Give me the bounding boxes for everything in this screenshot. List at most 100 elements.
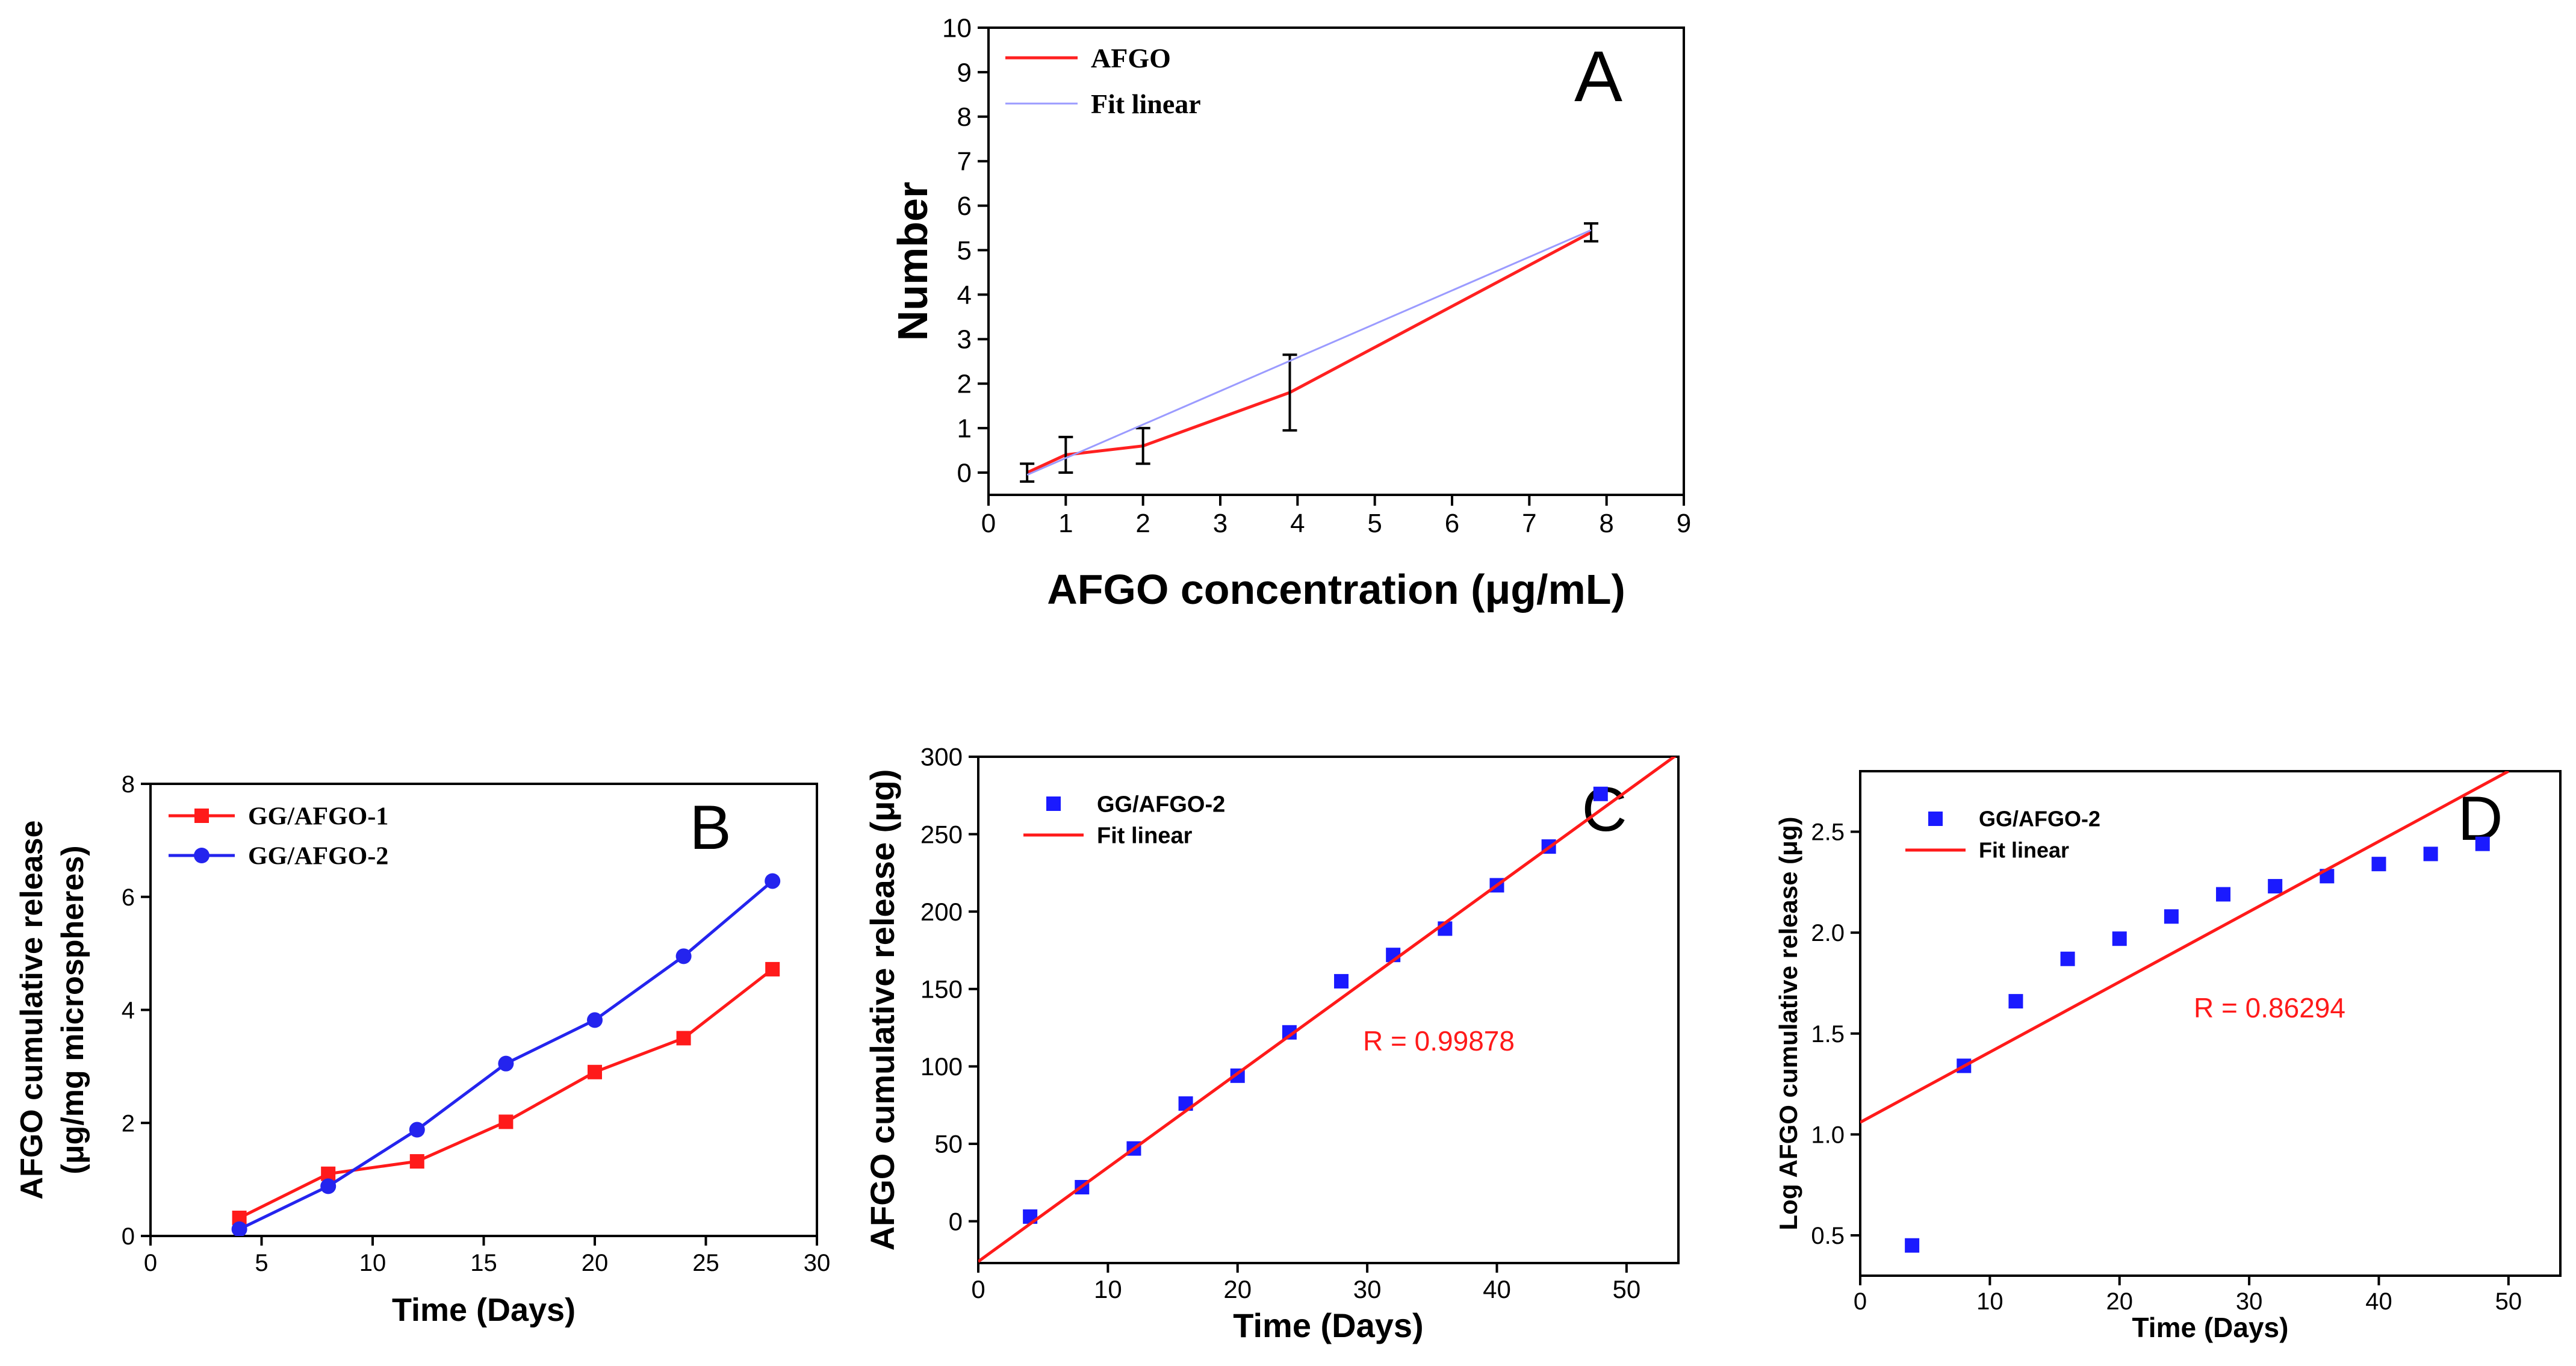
y-tick-label: 3 bbox=[957, 325, 972, 355]
legend-marker bbox=[1928, 812, 1943, 826]
x-tick-label: 40 bbox=[2365, 1288, 2392, 1315]
y-axis-label: AFGO cumulative release bbox=[14, 820, 49, 1199]
x-tick-label: 15 bbox=[470, 1250, 497, 1276]
data-point bbox=[675, 948, 692, 964]
data-point bbox=[2112, 931, 2127, 946]
plot-frame bbox=[987, 26, 1685, 496]
data-point bbox=[2423, 846, 2438, 862]
y-axis-label: AFGO cumulative release (μg) bbox=[863, 769, 901, 1251]
r-value-annotation: R = 0.99878 bbox=[1363, 1025, 1515, 1057]
series-line-1 bbox=[1860, 771, 2510, 1124]
y-tick-label: 0 bbox=[122, 1223, 135, 1250]
data-point bbox=[409, 1154, 424, 1169]
panel-c-chart: 0 10 20 30 40 50 0 50 100 150 200 250 300 Time (Days)… bbox=[863, 743, 1680, 1344]
data-point bbox=[587, 1012, 603, 1028]
plot-area bbox=[1020, 222, 1598, 483]
data-point bbox=[1334, 973, 1349, 989]
legend-label: GG/AFGO-1 bbox=[248, 803, 388, 831]
y-tick-label: 100 bbox=[920, 1052, 963, 1081]
x-tick-label: 2 bbox=[1135, 509, 1150, 538]
series-line-1 bbox=[978, 757, 1677, 1263]
legend-marker bbox=[194, 848, 209, 863]
data-point bbox=[2475, 836, 2490, 851]
plot-area bbox=[231, 873, 781, 1236]
y-tick-label: 4 bbox=[122, 998, 135, 1024]
y-axis-label: Number bbox=[889, 182, 936, 341]
panel-b-chart: 0 5 10 15 20 25 30 0 2 4 6 8 Time (Days) AFGO cumulat… bbox=[14, 771, 830, 1328]
y-tick-label: 6 bbox=[957, 191, 972, 221]
x-tick-label: 5 bbox=[255, 1250, 268, 1276]
x-tick-label: 30 bbox=[1353, 1275, 1382, 1303]
panel-d-chart: 0 10 20 30 40 50 0.5 1.0 1.5 2.0 2.5 Time (Days) Log… bbox=[1774, 770, 2562, 1343]
data-point bbox=[2060, 951, 2075, 966]
x-tick-label: 0 bbox=[144, 1250, 157, 1276]
panel-label: A bbox=[1574, 36, 1622, 117]
panel-label: C bbox=[1581, 775, 1627, 845]
x-tick-label: 30 bbox=[2236, 1288, 2263, 1315]
y-tick-label: 2.0 bbox=[1811, 920, 1845, 946]
y-tick-label: 1.5 bbox=[1811, 1021, 1845, 1048]
y-tick-label: 7 bbox=[957, 147, 972, 176]
x-tick-label: 20 bbox=[1223, 1275, 1252, 1303]
x-tick-label: 10 bbox=[1094, 1275, 1122, 1303]
legend-label: Fit linear bbox=[1091, 88, 1201, 119]
y-tick-label: 250 bbox=[920, 820, 963, 848]
plot-frame bbox=[1859, 770, 2562, 1277]
x-tick-label: 9 bbox=[1677, 509, 1691, 538]
data-point bbox=[765, 961, 780, 976]
y-tick-label: 9 bbox=[957, 58, 972, 87]
y-tick-label: 2 bbox=[957, 370, 972, 399]
y-tick-label: 5 bbox=[957, 236, 972, 265]
x-tick-label: 0 bbox=[1854, 1288, 1867, 1315]
y-tick-label: 2 bbox=[122, 1110, 135, 1137]
y-tick-label: 0.5 bbox=[1811, 1223, 1845, 1249]
r-value-annotation: R = 0.86294 bbox=[2194, 992, 2345, 1023]
y-tick-label: 6 bbox=[122, 884, 135, 911]
legend-label: GG/AFGO-2 bbox=[1979, 807, 2100, 831]
data-point bbox=[2371, 857, 2386, 872]
plot-area bbox=[1860, 771, 2510, 1253]
y-tick-label: 8 bbox=[957, 102, 972, 132]
y-tick-label: 0 bbox=[957, 458, 972, 488]
x-tick-label: 10 bbox=[359, 1250, 386, 1276]
y-tick-label: 150 bbox=[920, 975, 963, 1003]
y-tick-label: 1 bbox=[957, 414, 972, 444]
legend-label: GG/AFGO-2 bbox=[1097, 792, 1225, 817]
legend-marker bbox=[194, 809, 209, 823]
y-axis-label-line-2: (μg/mg microspheres) bbox=[55, 845, 90, 1174]
y-tick-label: 10 bbox=[942, 13, 972, 43]
data-point bbox=[765, 873, 781, 889]
y-tick-label: 300 bbox=[920, 743, 963, 771]
y-tick-label: 8 bbox=[122, 771, 135, 798]
data-point bbox=[498, 1114, 514, 1129]
data-point bbox=[588, 1064, 602, 1079]
x-tick-label: 1 bbox=[1058, 509, 1073, 538]
legend-label: AFGO bbox=[1091, 43, 1171, 73]
data-point bbox=[676, 1031, 691, 1046]
y-tick-label: 4 bbox=[957, 281, 972, 310]
y-tick-label: 2.5 bbox=[1811, 819, 1845, 846]
data-point bbox=[409, 1122, 425, 1138]
legend-marker bbox=[1046, 796, 1061, 811]
x-tick-label: 50 bbox=[1612, 1275, 1640, 1303]
data-point bbox=[2164, 909, 2179, 924]
x-tick-label: 6 bbox=[1445, 509, 1459, 538]
x-tick-label: 25 bbox=[692, 1250, 719, 1276]
x-tick-label: 3 bbox=[1213, 509, 1227, 538]
data-point bbox=[1905, 1238, 1920, 1253]
y-tick-label: 0 bbox=[949, 1207, 963, 1235]
x-tick-label: 5 bbox=[1367, 509, 1382, 538]
x-tick-label: 10 bbox=[1976, 1288, 2003, 1315]
x-tick-label: 20 bbox=[2106, 1288, 2133, 1315]
x-axis-label: AFGO concentration (μg/mL) bbox=[1047, 566, 1625, 613]
data-point bbox=[320, 1178, 337, 1194]
x-tick-label: 0 bbox=[981, 509, 996, 538]
data-point bbox=[498, 1055, 514, 1072]
legend-label: GG/AFGO-2 bbox=[248, 843, 388, 871]
x-tick-label: 30 bbox=[804, 1250, 831, 1276]
data-point bbox=[2216, 887, 2231, 902]
panel-a-chart: 0 1 2 3 4 5 6 7 8 9 0 1 2 3 4 5 6 7 8 9 10 AFGO concentration… bbox=[889, 13, 1691, 613]
x-tick-label: 4 bbox=[1290, 509, 1305, 538]
data-point bbox=[231, 1221, 247, 1236]
